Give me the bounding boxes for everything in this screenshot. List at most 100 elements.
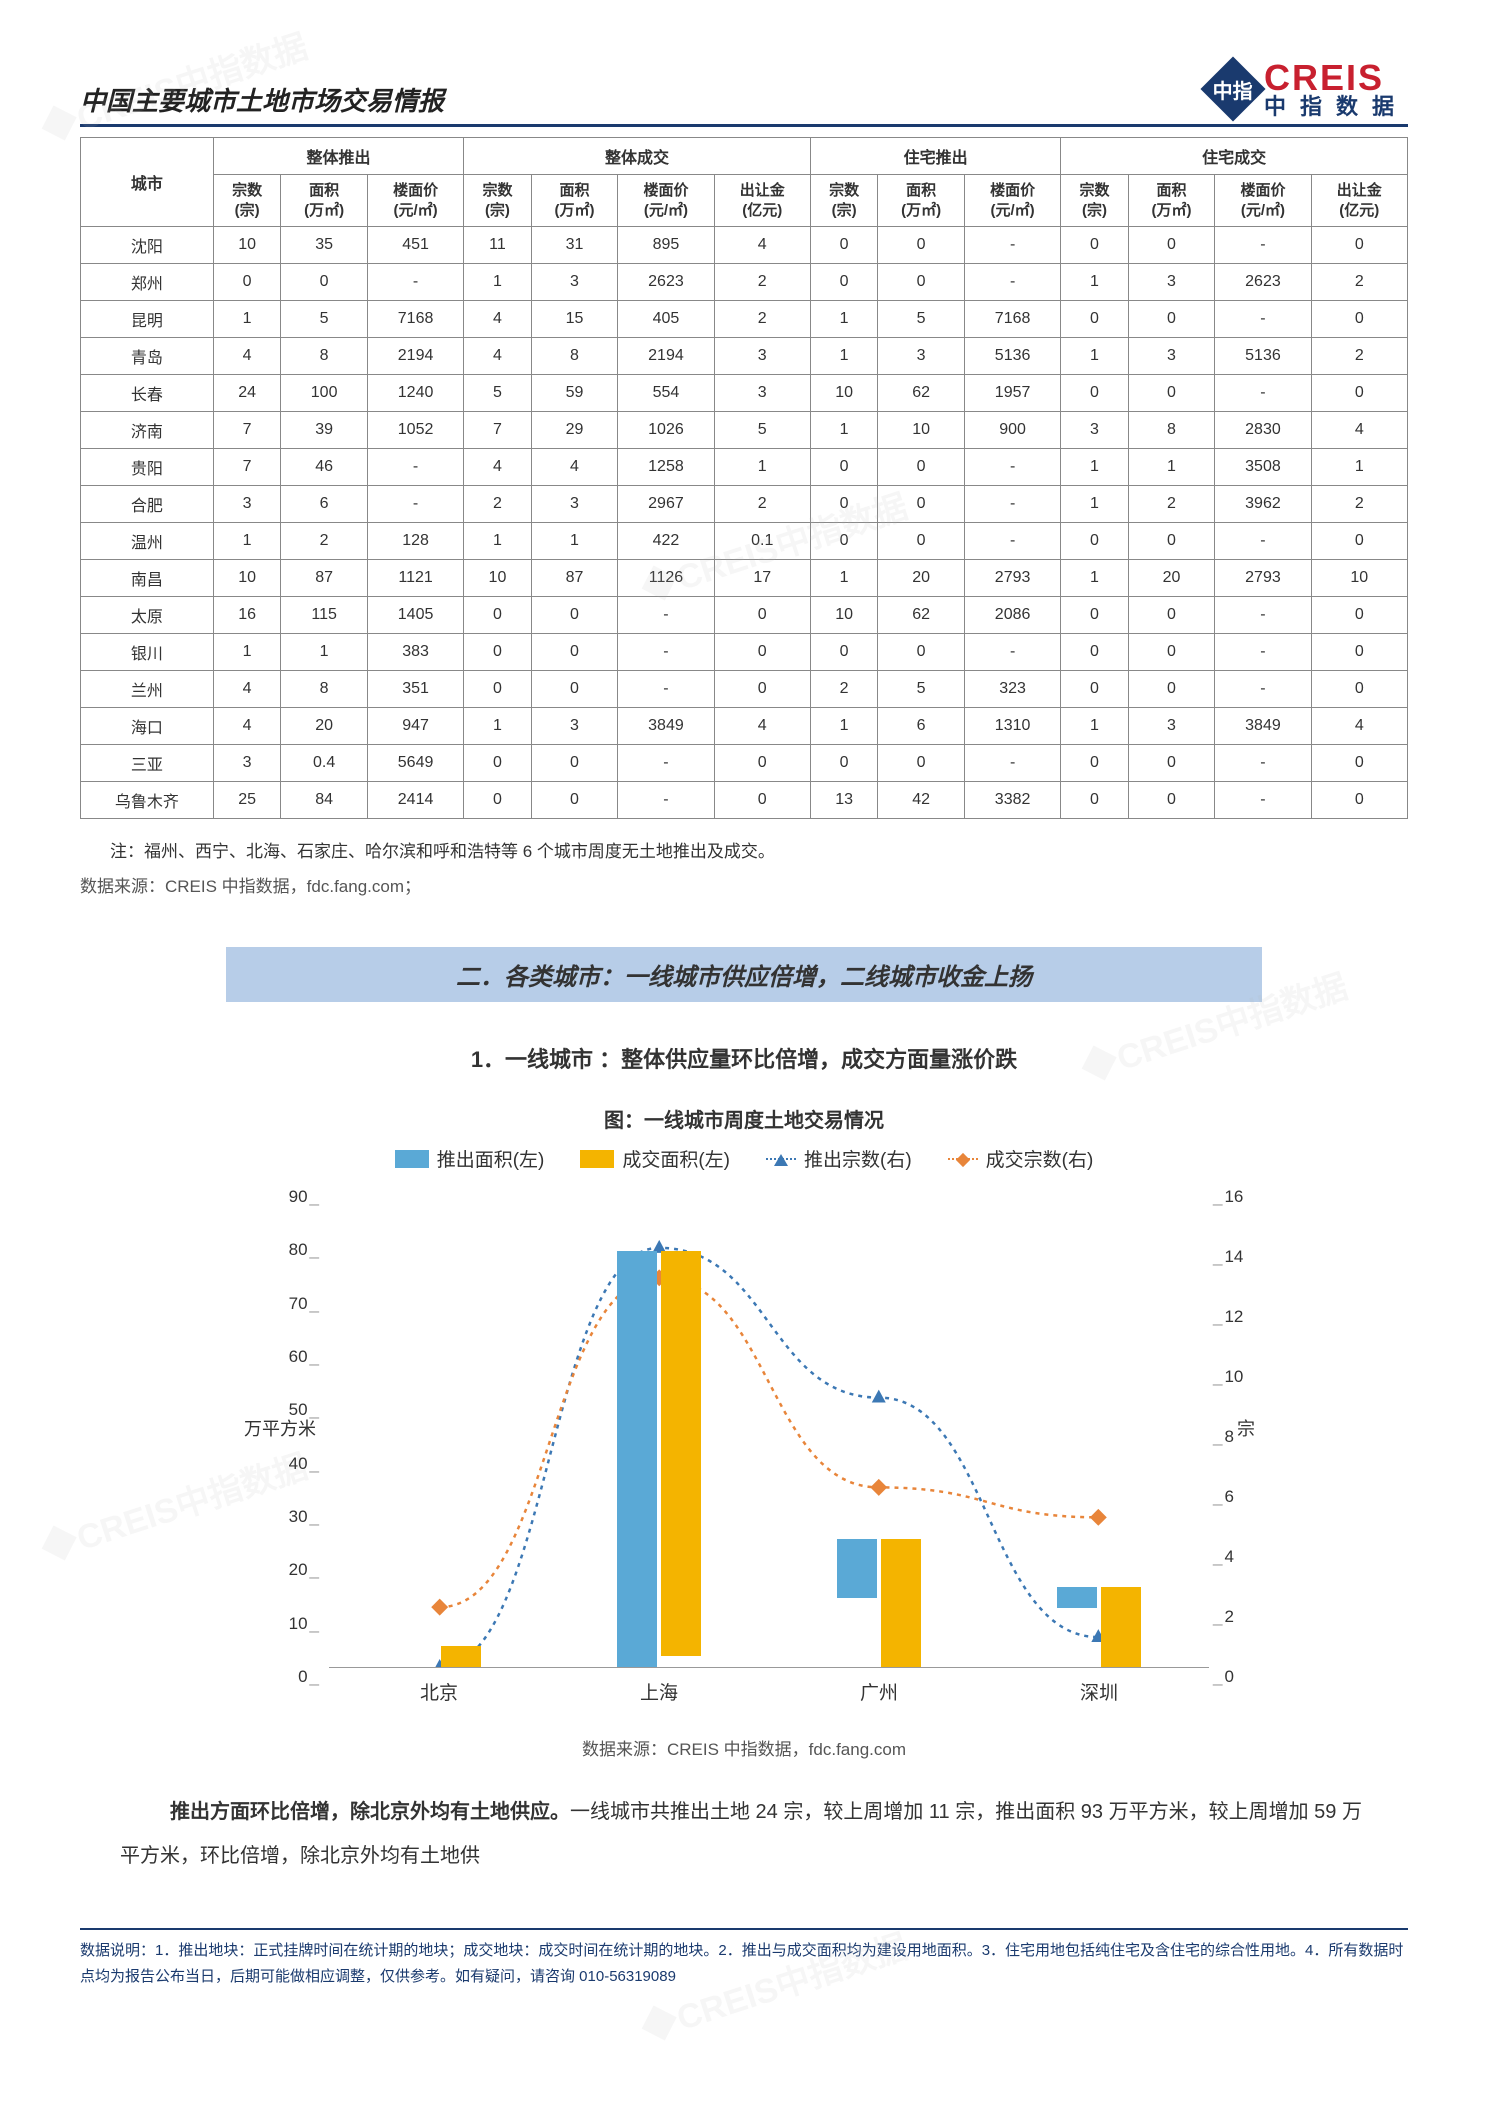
cell: 2194 xyxy=(618,338,714,375)
cell: 3 xyxy=(714,375,810,412)
cell: 128 xyxy=(367,523,463,560)
cell: 10 xyxy=(213,227,280,264)
cell: 0 xyxy=(1128,671,1215,708)
cell: - xyxy=(618,634,714,671)
cell: 0 xyxy=(1128,227,1215,264)
col-sub: 面积(万㎡) xyxy=(281,175,368,227)
cell: 1 xyxy=(464,523,531,560)
cell: 4 xyxy=(213,671,280,708)
cell: 3 xyxy=(714,338,810,375)
logo-cn: 中指数据 xyxy=(1264,96,1408,118)
cell: 20 xyxy=(1128,560,1215,597)
cell: 0 xyxy=(531,671,618,708)
cell: 20 xyxy=(878,560,965,597)
chart-legend: 推出面积(左) 成交面积(左) 推出宗数(右) 成交宗数(右) xyxy=(80,1145,1408,1172)
cell: 2 xyxy=(1128,486,1215,523)
table-note: 注：福州、西宁、北海、石家庄、哈尔滨和呼和浩特等 6 个城市周度无土地推出及成交… xyxy=(110,837,1408,862)
legend-marker-line2 xyxy=(948,1158,978,1160)
cell: 3849 xyxy=(618,708,714,745)
col-sub: 面积(万㎡) xyxy=(531,175,618,227)
cell: 3 xyxy=(213,486,280,523)
cell: 0 xyxy=(878,486,965,523)
cell: 1 xyxy=(281,634,368,671)
bar-launch-area xyxy=(837,1539,877,1598)
cell: 3 xyxy=(1128,264,1215,301)
cell: 郑州 xyxy=(81,264,214,301)
col-sub: 面积(万㎡) xyxy=(1128,175,1215,227)
cell: 0 xyxy=(531,745,618,782)
cell: 0 xyxy=(810,264,877,301)
ytick-left: 50 xyxy=(269,1400,319,1420)
cell: 0 xyxy=(1311,634,1407,671)
table-row: 贵阳746-441258100-1135081 xyxy=(81,449,1408,486)
ytick-right: 8 xyxy=(1213,1427,1261,1447)
cell: 长春 xyxy=(81,375,214,412)
ytick-right: 6 xyxy=(1213,1487,1261,1507)
cell: 三亚 xyxy=(81,745,214,782)
cell: 5 xyxy=(281,301,368,338)
cell: 39 xyxy=(281,412,368,449)
cell: 1 xyxy=(213,523,280,560)
cell: 2 xyxy=(714,486,810,523)
cell: 0 xyxy=(1061,301,1128,338)
cell: - xyxy=(1215,301,1311,338)
cell: - xyxy=(964,264,1060,301)
cell: 兰州 xyxy=(81,671,214,708)
cell: 1126 xyxy=(618,560,714,597)
legend-label: 推出宗数(右) xyxy=(804,1145,912,1172)
cell: 7168 xyxy=(964,301,1060,338)
body-paragraph: 推出方面环比倍增，除北京外均有土地供应。一线城市共推出土地 24 宗，较上周增加… xyxy=(120,1790,1368,1878)
cell: 10 xyxy=(810,375,877,412)
cell: 温州 xyxy=(81,523,214,560)
col-sub: 楼面价(元/㎡) xyxy=(1215,175,1311,227)
cell: 8 xyxy=(281,338,368,375)
cell: 8 xyxy=(1128,412,1215,449)
x-category: 北京 xyxy=(420,1678,458,1705)
logo: 中指 CREIS 中指数据 xyxy=(1210,60,1408,118)
cell: 451 xyxy=(367,227,463,264)
table-row: 三亚30.4564900-000-00-0 xyxy=(81,745,1408,782)
cell: 3 xyxy=(531,486,618,523)
cell: 昆明 xyxy=(81,301,214,338)
cell: 0 xyxy=(1311,782,1407,819)
cell: 0 xyxy=(1311,523,1407,560)
cell: 5649 xyxy=(367,745,463,782)
cell: 10 xyxy=(810,597,877,634)
cell: 5 xyxy=(878,671,965,708)
cell: 1121 xyxy=(367,560,463,597)
para-lead: 推出方面环比倍增，除北京外均有土地供应。 xyxy=(170,1801,570,1823)
cell: 5136 xyxy=(1215,338,1311,375)
cell: - xyxy=(367,449,463,486)
cell: 0 xyxy=(810,449,877,486)
ytick-right: 16 xyxy=(1213,1187,1261,1207)
cell: 4 xyxy=(464,301,531,338)
cell: 0 xyxy=(464,634,531,671)
ytick-left: 70 xyxy=(269,1294,319,1314)
cell: 25 xyxy=(213,782,280,819)
cell: 0 xyxy=(1311,745,1407,782)
cell: 0 xyxy=(714,745,810,782)
bar-deal-area xyxy=(881,1539,921,1667)
cell: 0 xyxy=(1128,523,1215,560)
ytick-right: 2 xyxy=(1213,1607,1261,1627)
cell: 0 xyxy=(1061,671,1128,708)
cell: 贵阳 xyxy=(81,449,214,486)
cell: 5 xyxy=(878,301,965,338)
cell: 0 xyxy=(878,449,965,486)
cell: - xyxy=(618,597,714,634)
cell: 海口 xyxy=(81,708,214,745)
table-row: 南昌1087112110871126171202793120279310 xyxy=(81,560,1408,597)
cell: 2 xyxy=(1311,486,1407,523)
cell: 0 xyxy=(1061,375,1128,412)
col-sub: 宗数(宗) xyxy=(1061,175,1128,227)
cell: 17 xyxy=(714,560,810,597)
cell: - xyxy=(618,671,714,708)
cell: 2623 xyxy=(618,264,714,301)
cell: 0 xyxy=(464,745,531,782)
cell: 10 xyxy=(1311,560,1407,597)
cell: - xyxy=(618,745,714,782)
cell: - xyxy=(367,264,463,301)
col-sub: 出让金(亿元) xyxy=(1311,175,1407,227)
cell: 0 xyxy=(810,634,877,671)
cell: 1 xyxy=(1128,449,1215,486)
